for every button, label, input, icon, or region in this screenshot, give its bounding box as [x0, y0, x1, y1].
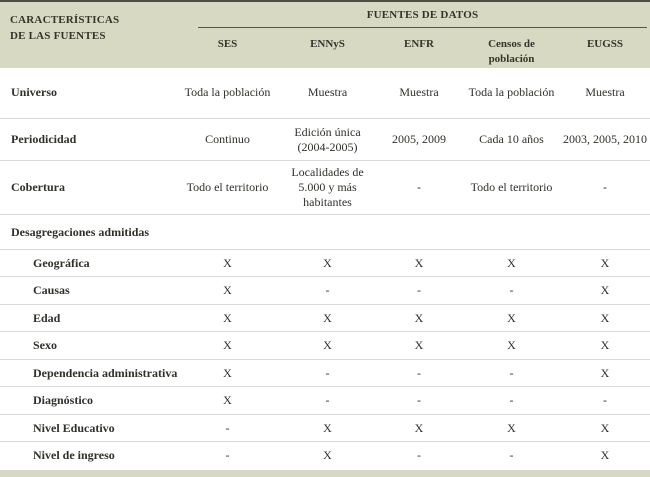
cell-value: -	[280, 359, 375, 388]
row-label: Sexo	[0, 331, 175, 361]
cell-value: Todo el territorio	[175, 160, 280, 216]
cell-value: X	[560, 249, 650, 278]
table-header: CARACTERÍSTICAS DE LAS FUENTES FUENTES D…	[0, 1, 650, 68]
column-header-enfr: ENFR	[375, 31, 463, 68]
table-row-cobertura: Cobertura Todo el territorio Localidades d…	[0, 160, 650, 216]
cell-value: X	[323, 448, 332, 463]
cell-value: X	[280, 304, 375, 333]
corner-title: CARACTERÍSTICAS DE LAS FUENTES	[0, 1, 175, 68]
cell-value: X	[175, 331, 280, 361]
cell-value: X	[375, 304, 463, 333]
table-row-desagregaciones-admitidas: Desagregaciones admitidas	[0, 214, 650, 251]
row-label: Dependencia administrativa	[0, 359, 177, 388]
cell-value: -	[560, 386, 650, 416]
cell-value: 2003, 2005, 2010	[560, 118, 650, 162]
cell-value: Cada 10 años	[463, 118, 560, 162]
column-header-row: SES ENNyS ENFR Censos de población EUGSS	[0, 31, 650, 68]
cell-value: Muestra	[375, 67, 463, 120]
row-label: Nivel de ingreso	[33, 448, 115, 463]
cell-value: -	[280, 276, 375, 306]
row-label: Periodicidad	[0, 118, 175, 162]
cell-value: X	[463, 304, 560, 333]
footer-bar	[0, 469, 650, 477]
cell-value: X	[463, 414, 560, 443]
cell-value: -	[175, 414, 280, 443]
cell-value: Toda la población	[463, 67, 560, 120]
cell-value: X	[600, 448, 610, 463]
cell-value: Muestra	[280, 67, 375, 120]
cell-value: X	[463, 331, 560, 361]
table-row-edad: Edad X X X X X	[0, 304, 650, 333]
table-row-dependencia-administrativa: Dependencia administrativa X - - - X	[0, 359, 650, 388]
group-header: FUENTES DE DATOS	[198, 2, 648, 28]
row-label: Nivel Educativo	[0, 414, 175, 443]
cell-value: -	[560, 160, 650, 216]
cell-value: -	[463, 386, 560, 416]
cell-value: X	[560, 331, 650, 361]
table-row-causas: Causas X - - - X	[0, 276, 650, 306]
row-label: Diagnóstico	[0, 386, 175, 416]
column-header-ennys: ENNyS	[280, 31, 375, 68]
row-label: Causas	[0, 276, 175, 306]
table-body: Universo Toda la población Muestra Muestra T…	[0, 67, 650, 470]
cell-value: -	[375, 276, 463, 306]
cell-value: X	[175, 359, 280, 388]
cell-value: X	[280, 249, 375, 278]
cell-value: X	[175, 249, 280, 278]
cell-value: 2005, 2009	[375, 118, 463, 162]
cell-value: X	[175, 304, 280, 333]
cell-value: -	[509, 448, 514, 463]
cell-value: X	[560, 414, 650, 443]
cell-value: Muestra	[560, 67, 650, 120]
cell-value: X	[560, 359, 650, 388]
row-label: Edad	[0, 304, 175, 333]
column-header-ses: SES	[175, 31, 280, 68]
table-row-nivel-de-ingreso: Nivel de ingreso - X - - X	[0, 442, 650, 470]
cell-value: Toda la población	[175, 67, 280, 120]
cell-value	[560, 214, 650, 251]
cell-value: Todo el territorio	[463, 160, 560, 216]
column-header-eugss: EUGSS	[560, 31, 650, 68]
cell-value: -	[463, 359, 560, 388]
cell-value	[175, 214, 280, 251]
cell-value: Localidades de 5.000 y más habitantes	[280, 160, 375, 216]
cell-value: X	[175, 276, 280, 306]
cell-value: X	[280, 414, 375, 443]
cell-value: -	[375, 160, 463, 216]
cell-value: -	[280, 386, 375, 416]
cell-value: -	[375, 386, 463, 416]
cell-value: Continuo	[175, 118, 280, 162]
row-label: Desagregaciones admitidas	[0, 214, 175, 251]
table-row-periodicidad: Periodicidad Continuo Edición única (2004-…	[0, 118, 650, 162]
row-label: Cobertura	[0, 160, 175, 216]
table-row-universo: Universo Toda la población Muestra Muestra T…	[0, 67, 650, 120]
row-label: Universo	[0, 67, 175, 120]
cell-value	[375, 214, 463, 251]
cell-value: -	[463, 276, 560, 306]
table-row-geografica: Geográfica X X X X X	[0, 249, 650, 278]
table-row-nivel-educativo: Nivel Educativo - X X X X	[0, 414, 650, 443]
cell-value: X	[560, 276, 650, 306]
cell-value: Edición única (2004-2005)	[280, 118, 375, 162]
table-row-diagnostico: Diagnóstico X - - - -	[0, 386, 650, 416]
cell-value: -	[375, 359, 463, 388]
cell-value: X	[463, 249, 560, 278]
column-header-censos-de-poblacion: Censos de población	[463, 31, 560, 68]
cell-value	[463, 214, 560, 251]
cell-value: X	[175, 386, 280, 416]
group-header-cell: FUENTES DE DATOS	[175, 1, 650, 31]
cell-value	[280, 214, 375, 251]
cell-value: X	[375, 249, 463, 278]
cell-value: X	[375, 331, 463, 361]
cell-value: X	[375, 414, 463, 443]
cell-value: -	[225, 448, 230, 463]
cell-value: -	[417, 448, 421, 463]
row-label: Geográfica	[0, 249, 175, 278]
cell-value: X	[280, 331, 375, 361]
cell-value: X	[560, 304, 650, 333]
table-row-sexo: Sexo X X X X X	[0, 331, 650, 361]
